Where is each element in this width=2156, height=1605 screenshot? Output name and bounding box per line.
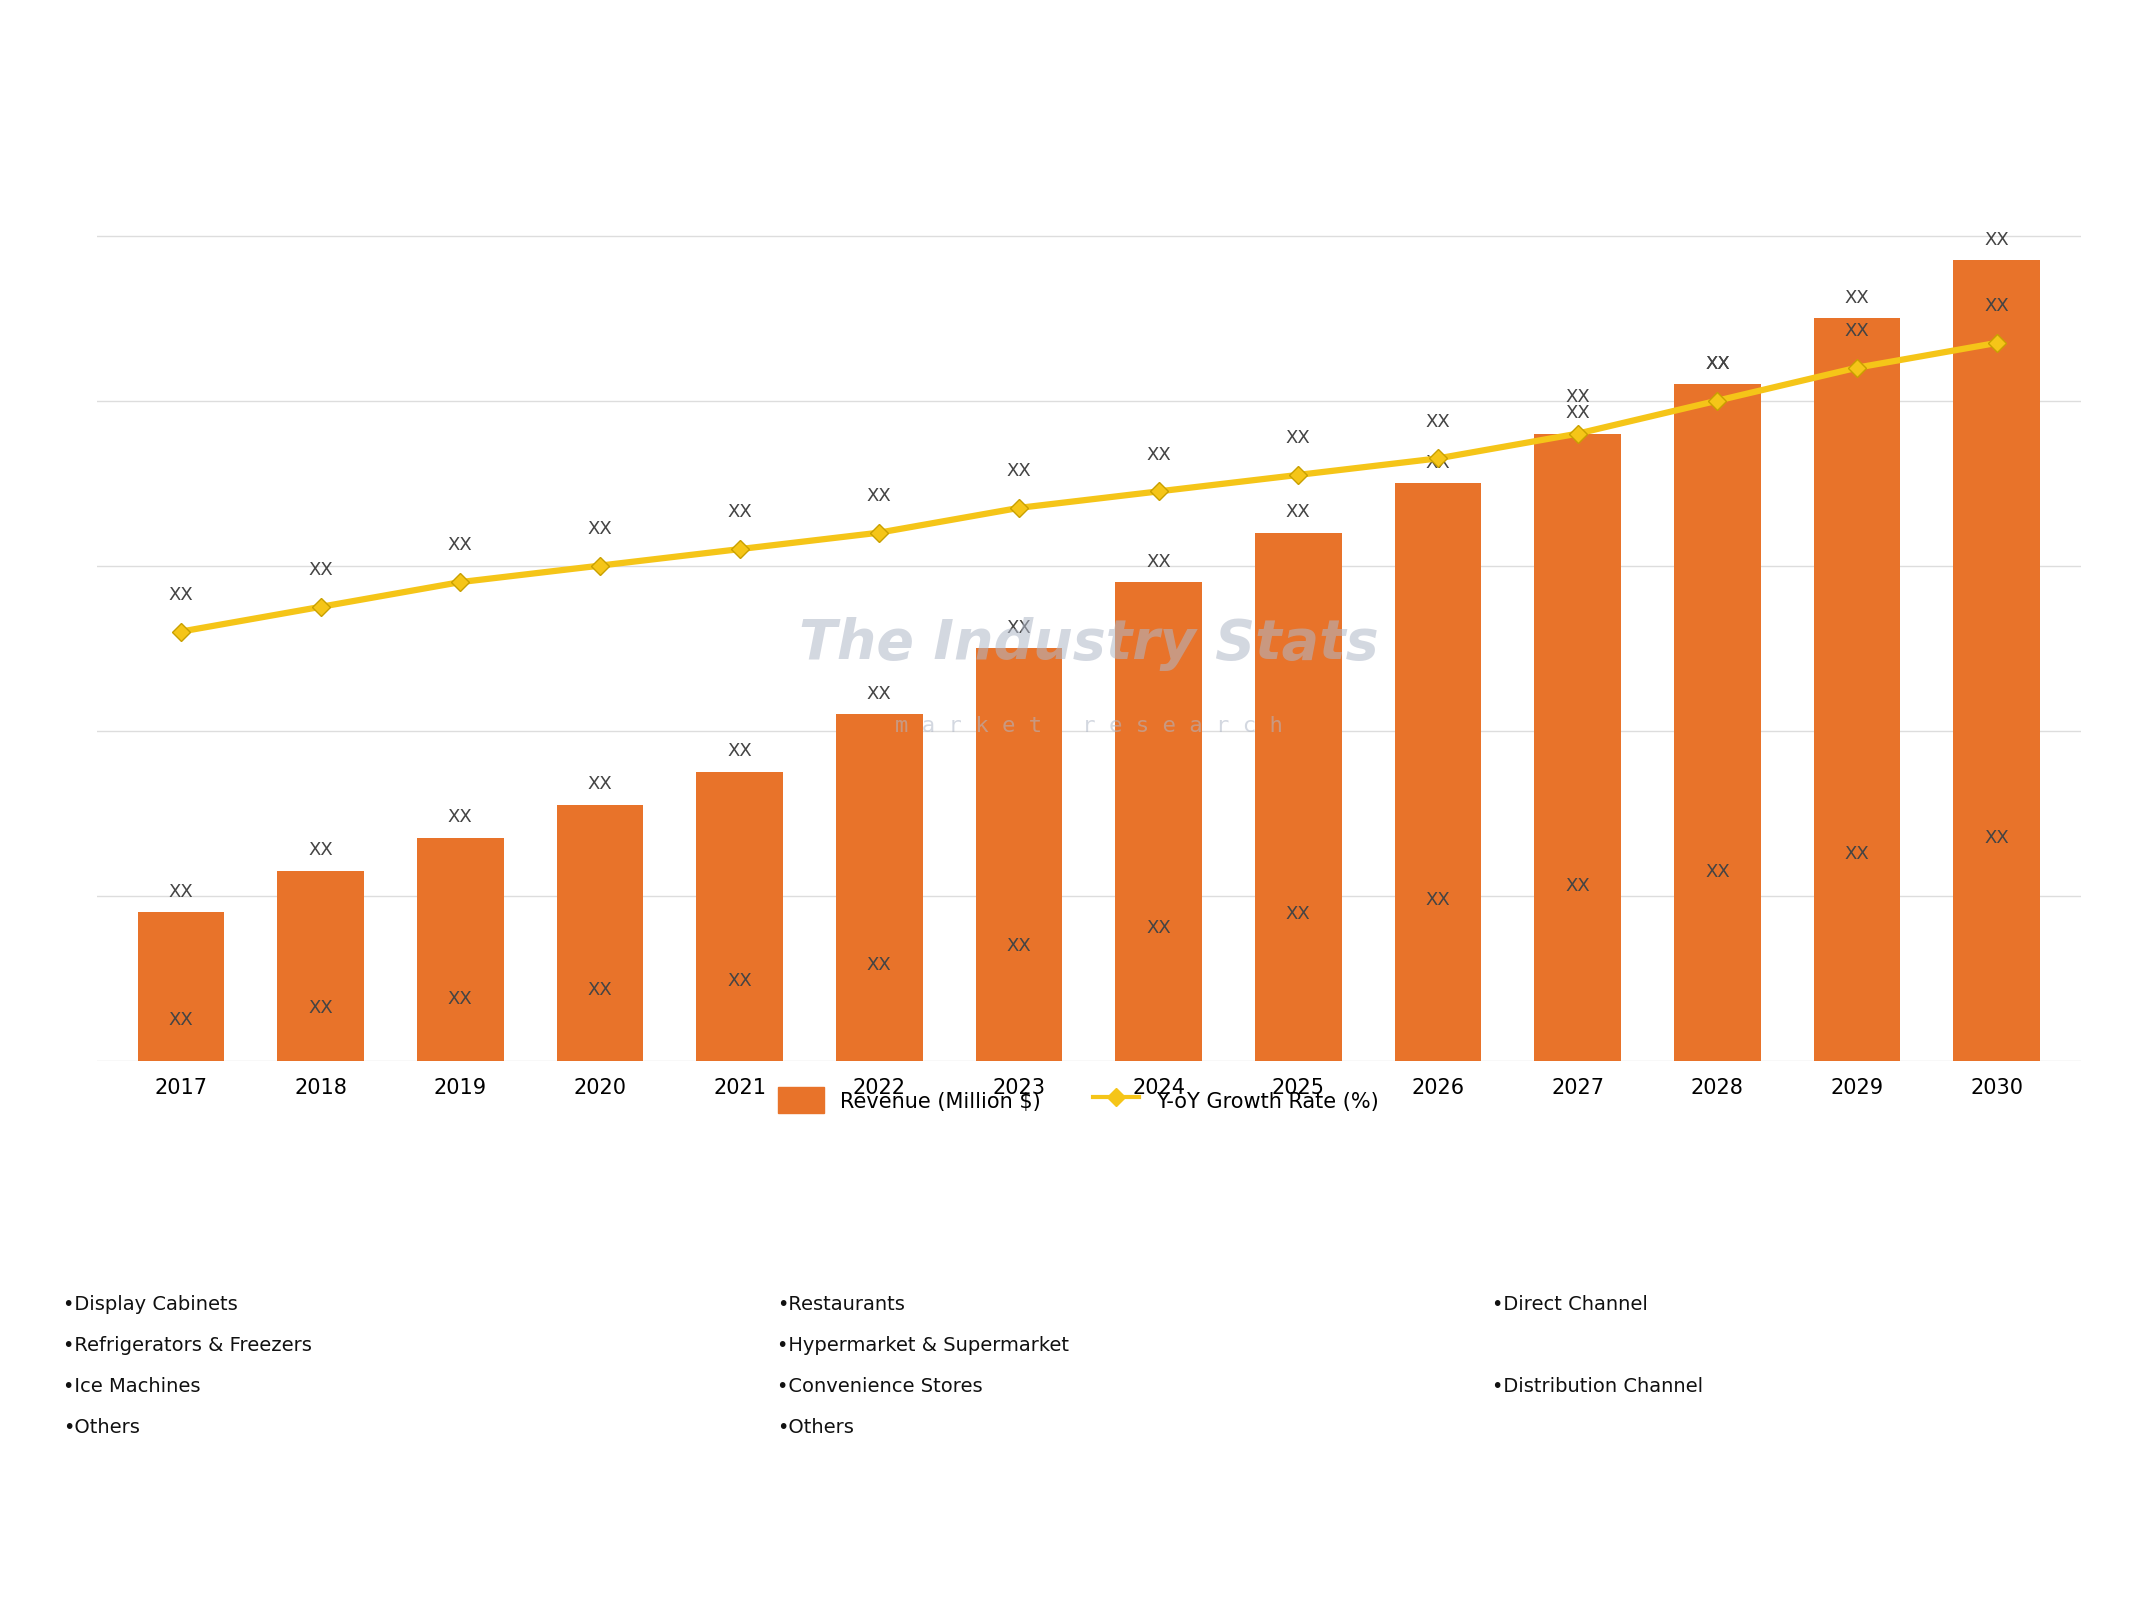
Text: XX: XX [1705,355,1729,372]
Text: XX: XX [727,742,752,761]
Text: XX: XX [1425,412,1451,430]
Text: XX: XX [586,981,612,998]
Text: XX: XX [1846,289,1869,307]
Text: XX: XX [867,684,893,703]
Text: XX: XX [727,502,752,522]
Text: XX: XX [1984,297,2009,315]
Text: Email: sales@theindustrystats.com: Email: sales@theindustrystats.com [901,1549,1255,1568]
Text: XX: XX [1007,618,1031,636]
Bar [1395,483,1481,1061]
Text: XX: XX [168,586,194,603]
Text: XX: XX [1565,404,1591,422]
Bar [556,806,642,1061]
Text: XX: XX [1007,936,1031,955]
Text: XX: XX [448,807,472,827]
Text: XX: XX [168,1011,194,1029]
Legend: Revenue (Million $), Y-oY Growth Rate (%): Revenue (Million $), Y-oY Growth Rate (%… [778,1087,1378,1114]
Text: •Restaurants: •Restaurants [778,1294,906,1313]
Text: XX: XX [867,955,893,973]
Bar [138,913,224,1061]
Text: XX: XX [1984,231,2009,249]
Text: Source: Theindustrystats Analysis: Source: Theindustrystats Analysis [26,1549,371,1568]
Text: XX: XX [448,536,472,554]
Bar [837,714,923,1061]
Text: XX: XX [1425,891,1451,908]
Bar [1115,583,1201,1061]
Text: XX: XX [168,883,194,900]
Text: XX: XX [1147,445,1171,464]
Text: XX: XX [1285,429,1311,446]
Text: XX: XX [1285,904,1311,923]
Text: XX: XX [1705,355,1729,372]
Text: XX: XX [1565,876,1591,894]
Text: The Industry Stats: The Industry Stats [800,616,1378,671]
Text: XX: XX [586,520,612,538]
Text: Product Types: Product Types [282,1210,446,1233]
Bar [696,772,783,1061]
Text: •Refrigerators & Freezers: •Refrigerators & Freezers [63,1335,313,1355]
Text: Sales Channels: Sales Channels [1703,1210,1882,1233]
Text: •Hypermarket & Supermarket: •Hypermarket & Supermarket [778,1335,1069,1355]
Bar [977,648,1063,1061]
Bar [1953,262,2040,1061]
Text: XX: XX [867,486,893,504]
Text: •Display Cabinets: •Display Cabinets [63,1294,237,1313]
Text: Application: Application [1011,1210,1145,1233]
Bar [1813,319,1899,1061]
Text: XX: XX [308,998,332,1018]
Text: XX: XX [1425,454,1451,472]
Text: XX: XX [1285,502,1311,522]
Text: XX: XX [1147,918,1171,936]
Text: XX: XX [308,841,332,859]
Text: XX: XX [1846,321,1869,340]
Text: •Ice Machines: •Ice Machines [63,1377,201,1395]
Text: •Convenience Stores: •Convenience Stores [778,1377,983,1395]
Text: •Distribution Channel: •Distribution Channel [1492,1377,1703,1395]
Text: XX: XX [1147,552,1171,570]
Text: •Direct Channel: •Direct Channel [1492,1294,1647,1313]
Text: •Others: •Others [778,1417,854,1436]
Bar [278,872,364,1061]
Text: XX: XX [1846,844,1869,862]
Bar [1535,435,1621,1061]
Text: XX: XX [1705,862,1729,881]
Bar [416,838,505,1061]
Text: XX: XX [1565,387,1591,406]
Text: XX: XX [308,560,332,579]
Bar [1673,385,1761,1061]
Bar [1255,533,1341,1061]
Text: m a r k e t   r e s e a r c h: m a r k e t r e s e a r c h [895,716,1283,735]
Text: XX: XX [727,971,752,989]
Text: Website: www.theindustrystats.com: Website: www.theindustrystats.com [1761,1549,2130,1568]
Text: XX: XX [1007,462,1031,480]
Text: XX: XX [448,990,472,1008]
Text: Fig. Global Commercial Refrigeration and Freezing Equipment Market Status and Ou: Fig. Global Commercial Refrigeration and… [28,87,1498,116]
Text: XX: XX [586,775,612,793]
Text: XX: XX [1984,828,2009,846]
Text: •Others: •Others [63,1417,140,1436]
